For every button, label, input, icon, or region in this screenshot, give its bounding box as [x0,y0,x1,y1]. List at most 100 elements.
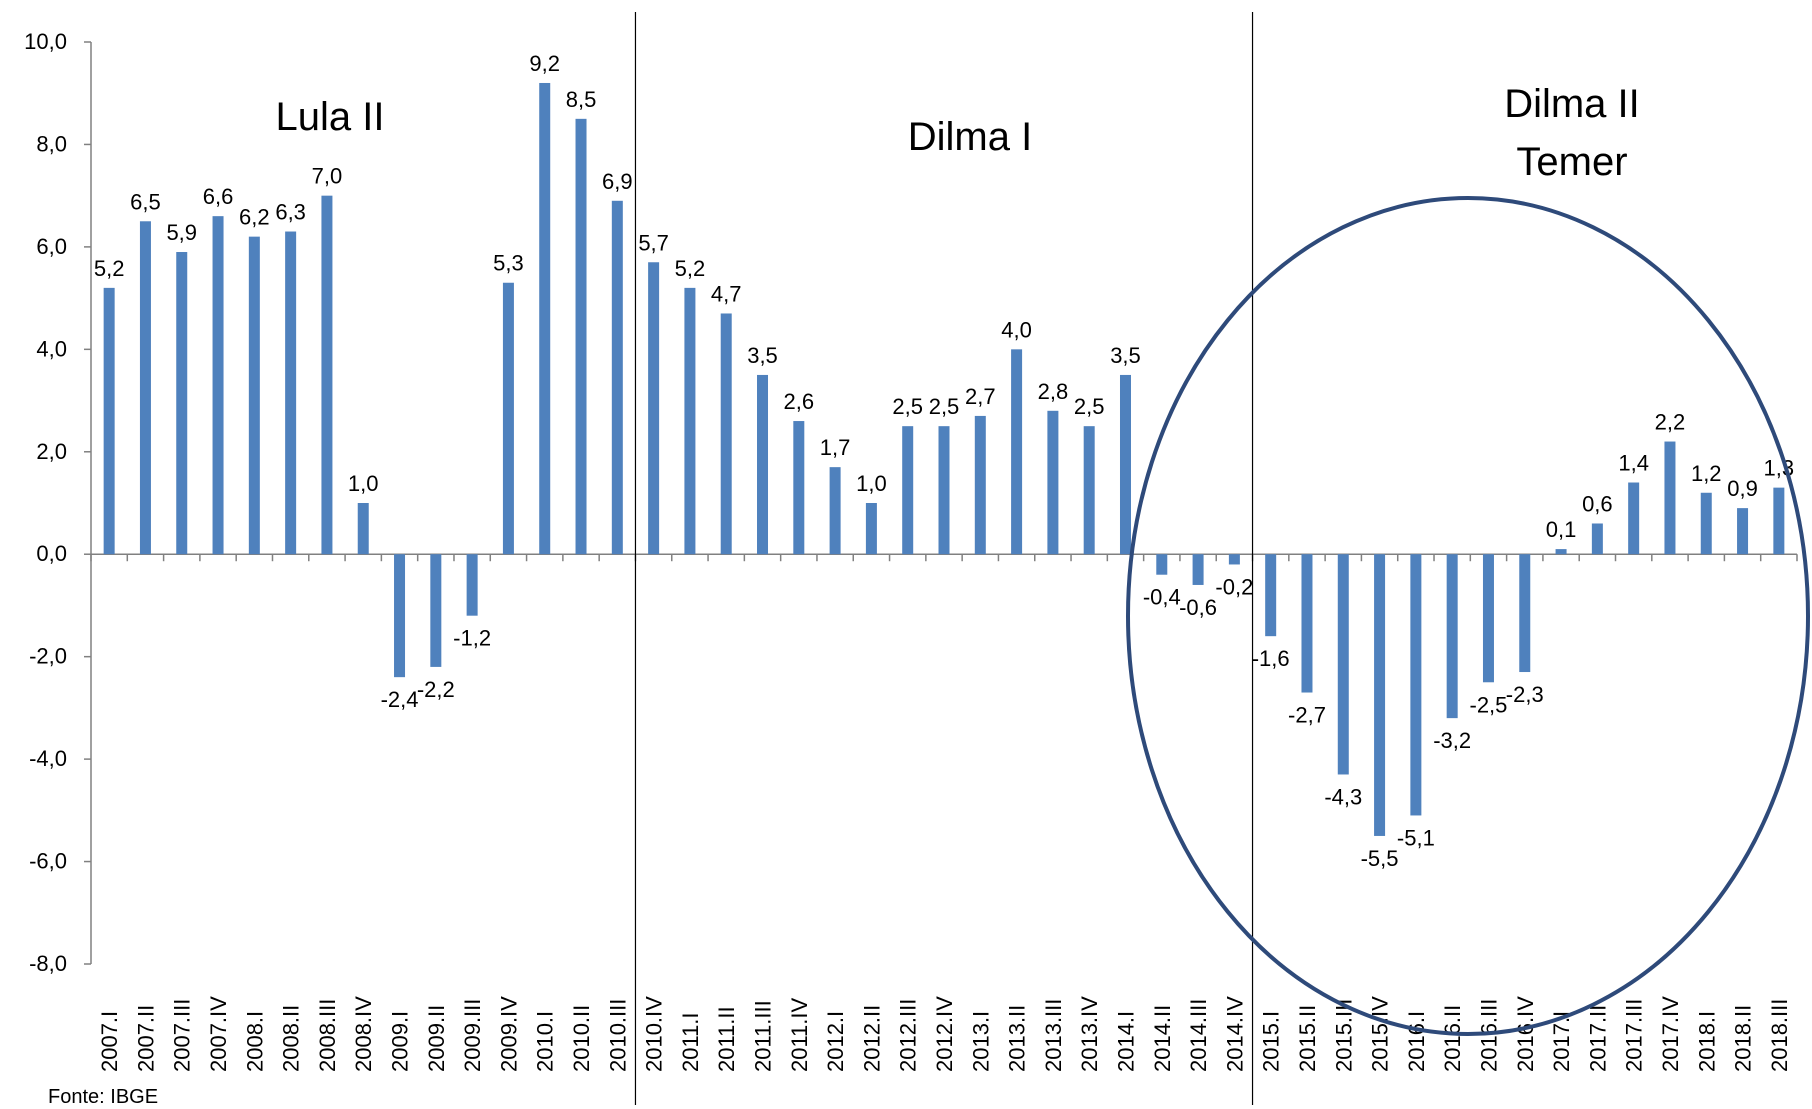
x-tick-label: 2017.IV [1658,996,1683,1072]
data-label: -5,5 [1361,846,1399,871]
y-tick-label: -4,0 [29,746,67,771]
data-label: -4,3 [1324,784,1362,809]
x-tick-label: 2013.I [968,1011,993,1072]
bar-2013.III [1047,410,1059,555]
data-label: 2,6 [784,389,815,414]
chart-data-labels: 5,2 6,55,96,66,2 6,37,0 1,0 -2,4-2,2 -1,2 5,3 9… [94,51,1794,871]
data-label: 8,5 [566,87,597,112]
bar-2008.IV [357,503,369,555]
x-tick-label: 2017.III [1622,999,1647,1072]
x-tick-label: 2016.IV [1513,996,1538,1072]
x-tick-label: 2018.II [1731,1005,1756,1072]
y-tick-label: 8,0 [36,131,67,156]
bar-2010.I [539,82,551,555]
x-tick-label: 2010.II [569,1005,594,1072]
x-tick-label: 2008.II [279,1005,304,1072]
y-tick-label: 2,0 [36,439,67,464]
bar-2009.I [394,554,406,678]
data-label: -2,5 [1470,692,1508,717]
x-tick-label: 2013.IV [1077,996,1102,1072]
x-tick-label: 2009.I [388,1011,413,1072]
data-label: 2,5 [892,394,923,419]
bar-2018.III [1773,487,1785,555]
bar-2015.III [1337,554,1349,775]
bar-2014.II [1156,554,1168,575]
bar-2016.III [1482,554,1494,683]
bar-2013.IV [1083,426,1095,555]
x-tick-label: 2010.III [605,999,630,1072]
bar-2015.IV [1374,554,1386,836]
data-label: 1,4 [1618,451,1649,476]
data-label: 2,5 [929,394,960,419]
bar-2007.III [176,252,188,555]
data-label: 5,9 [166,220,197,245]
data-label: 6,6 [203,184,234,209]
bar-2013.I [974,415,986,555]
y-tick-label: -6,0 [29,849,67,874]
chart-bars [103,82,1785,836]
data-label: 2,2 [1655,410,1686,435]
x-tick-label: 2011.II [714,1006,739,1072]
bar-2018.I [1700,492,1712,555]
bar-2011.III [757,374,769,555]
data-label: 6,5 [130,189,161,214]
data-label: 2,5 [1074,394,1105,419]
y-tick-label: 4,0 [36,336,67,361]
x-tick-label: 2013.III [1041,999,1066,1072]
bar-2014.IV [1228,554,1240,565]
x-tick-label: 2012.III [896,999,921,1072]
data-label: -2,7 [1288,703,1326,728]
x-tick-label: 2017.II [1585,1005,1610,1072]
data-label: 9,2 [529,51,560,76]
bar-2008.III [321,195,333,555]
data-label: 1,2 [1691,461,1722,486]
bar-2014.III [1192,554,1204,585]
y-tick-label: -8,0 [29,951,67,976]
period-dividers [634,12,1254,1105]
period-label-dilma-i: Dilma I [908,115,1032,159]
bar-2012.II [865,503,877,555]
data-label: 4,0 [1001,317,1032,342]
x-tick-label: 2009.IV [496,996,521,1072]
x-tick-label: 2014.IV [1222,996,1247,1072]
data-label: -1,2 [453,626,491,651]
data-label: 6,3 [275,200,306,225]
data-label: 1,0 [348,471,379,496]
bar-2011.IV [793,421,805,555]
x-tick-label: 2013.II [1005,1005,1030,1072]
x-tick-label: 2007.I [97,1011,122,1072]
x-tick-label: 2011.IV [787,997,812,1072]
data-label: 5,7 [638,230,669,255]
data-label: -1,6 [1252,646,1290,671]
highlight-ellipse [1126,196,1810,1036]
x-tick-label: 2015.I [1259,1011,1284,1072]
x-tick-label: 2018.I [1694,1011,1719,1072]
data-label: 2,7 [965,384,996,409]
x-tick-label: 2007.III [170,999,195,1072]
bar-2017.III [1628,482,1640,555]
bar-2012.IV [938,426,950,555]
bar-2009.II [430,554,442,667]
bar-2007.I [103,287,115,555]
bar-2016.IV [1519,554,1531,673]
x-tick-label: 2014.II [1150,1005,1175,1072]
bar-2017.II [1591,523,1603,555]
y-tick-label: 0,0 [36,541,67,566]
data-label: 3,5 [1110,343,1141,368]
period-label-dilma-ii: Dilma II [1504,82,1640,126]
data-label: 6,9 [602,169,633,194]
y-tick-label: 6,0 [36,234,67,259]
data-label: 0,6 [1582,491,1613,516]
x-tick-label: 2010.I [533,1011,558,1072]
period-annotations: Lula II Dilma I Dilma II Temer [276,82,1640,184]
x-tick-label: 2007.IV [206,996,231,1072]
x-tick-label: 2015.IV [1368,996,1393,1072]
bar-2012.I [829,467,841,555]
data-label: -2,4 [381,687,419,712]
x-tick-label: 2011.III [751,1000,776,1072]
data-label: -2,3 [1506,682,1544,707]
data-label: 1,0 [856,471,887,496]
x-tick-label: 2015.II [1295,1005,1320,1072]
bar-2018.II [1737,508,1749,555]
